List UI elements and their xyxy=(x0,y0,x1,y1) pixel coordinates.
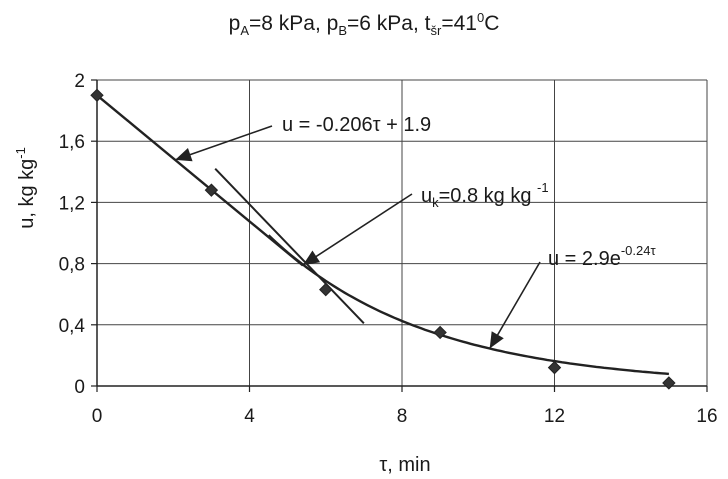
x-tick-label: 16 xyxy=(696,406,717,427)
exponential-fit-curve xyxy=(267,234,669,376)
data-point xyxy=(433,325,447,340)
y-tick-label: 0 xyxy=(74,377,85,398)
fit-curves xyxy=(96,94,669,376)
y-tick-label: 0,8 xyxy=(59,255,85,276)
annotation-arrows xyxy=(174,125,541,349)
linear-fit-line xyxy=(96,94,304,267)
exponential-fit-arrow-head xyxy=(489,331,504,349)
y-axis-label: u, kg kg-1 xyxy=(13,147,38,229)
critical-moisture-label: uk=0.8 kg kg -1 xyxy=(421,180,549,210)
exponential-fit-label: u = 2.9e-0.24τ xyxy=(548,243,656,270)
data-points xyxy=(90,88,676,390)
tick-labels: 0 4 8 12 16 0 0,4 0,8 1,2 1,6 2 xyxy=(59,71,718,427)
linear-fit-label: u = -0.206τ + 1.9 xyxy=(282,114,431,136)
linear-fit-arrow-head xyxy=(175,148,193,162)
data-point xyxy=(319,282,333,297)
y-tick-label: 2 xyxy=(74,71,85,92)
x-tick-label: 0 xyxy=(92,406,103,427)
critical-point-arrow xyxy=(302,193,413,266)
x-axis-label: τ, min xyxy=(379,454,430,476)
x-tick-label: 4 xyxy=(244,406,255,427)
y-tick-label: 1,6 xyxy=(59,132,85,153)
y-tick-label: 0,4 xyxy=(59,316,86,337)
data-point xyxy=(662,376,676,390)
chart-title: pA=8 kPa, pB=6 kPa, tšr=410C xyxy=(228,10,500,39)
x-tick-label: 8 xyxy=(397,406,408,427)
tangent-line xyxy=(214,168,365,324)
data-point xyxy=(204,183,219,197)
x-tick-label: 12 xyxy=(544,406,565,427)
linear-fit-arrow xyxy=(174,125,273,161)
critical-point-arrow-head xyxy=(302,250,321,266)
y-tick-label: 1,2 xyxy=(59,193,85,214)
grid-lines xyxy=(97,79,708,386)
data-point xyxy=(90,88,104,103)
exponential-fit-arrow xyxy=(488,261,541,349)
axes xyxy=(91,79,708,392)
data-point xyxy=(547,360,562,375)
